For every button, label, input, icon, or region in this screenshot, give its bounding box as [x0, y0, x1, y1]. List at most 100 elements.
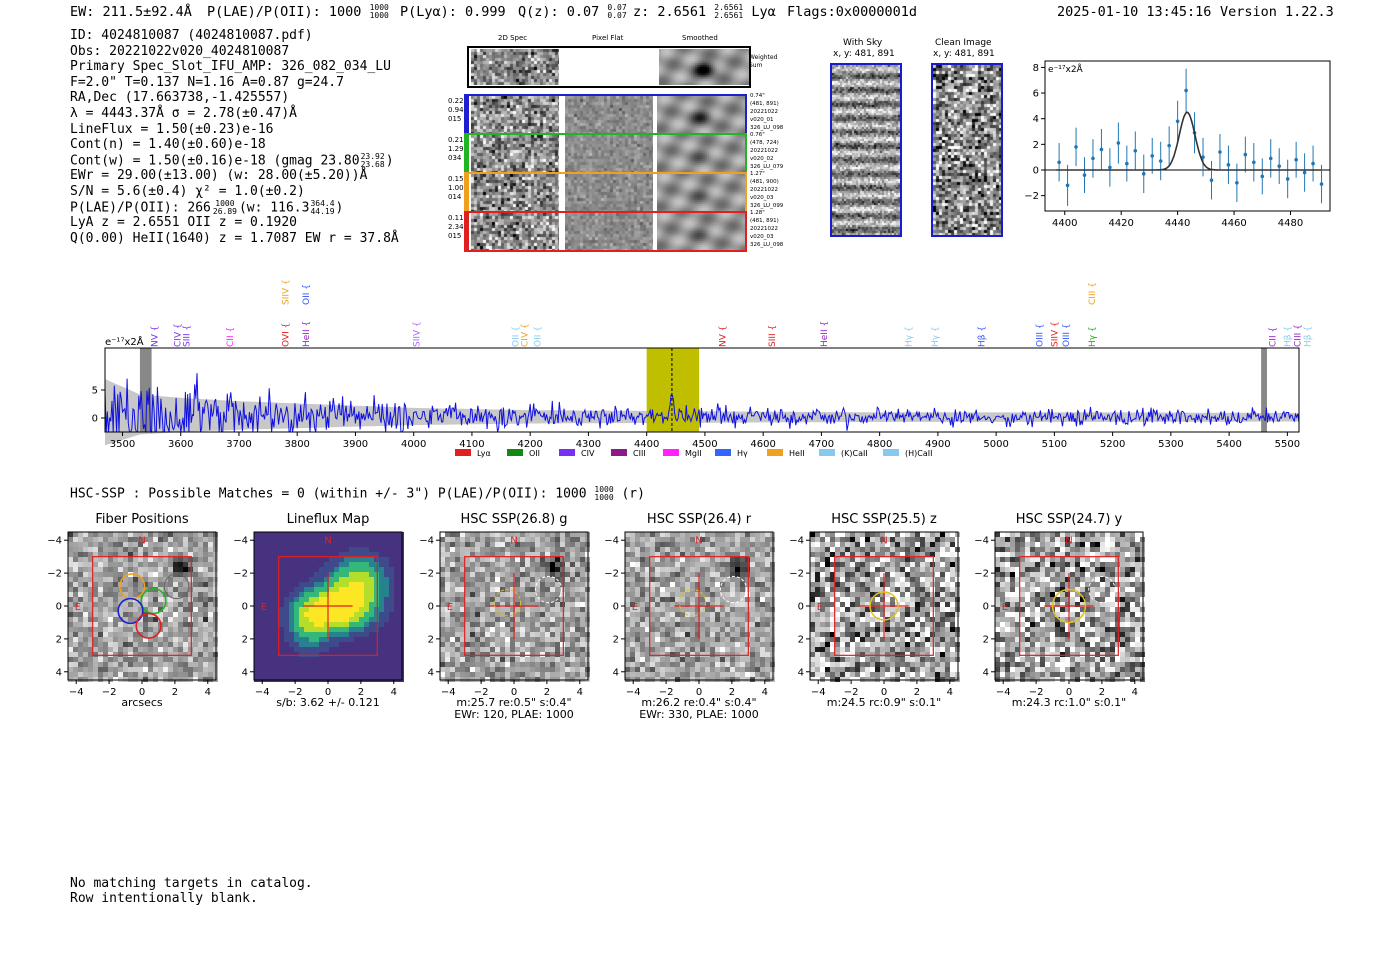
- line-marker-label: CII {: [226, 327, 236, 347]
- stamp-caption-1: m:24.5 rc:0.9" s:0.1": [826, 696, 942, 709]
- line-marker: SIIV {: [413, 321, 423, 347]
- zoom-ticks: 4400 4420 4440 4460 4480 8 6 4 2 0 −2: [1024, 63, 1303, 229]
- row-color-bar: [464, 133, 467, 174]
- zoom-frame: [1044, 60, 1331, 212]
- row-left-label: 015: [448, 232, 462, 240]
- info-plae-text: P(LAE)/P(OII): 266: [70, 200, 211, 216]
- spectrum-xtick-label: 5200: [1100, 439, 1125, 450]
- stamp-ytick-label: −4: [974, 536, 989, 547]
- line-marker: HeII {: [820, 321, 830, 347]
- row-right-label: 326_LU_099: [750, 203, 784, 209]
- row-2dspec: [471, 96, 559, 133]
- info-heii: Q(0.00) HeII(1640) z = 1.7087 EW r = 37.…: [70, 230, 399, 246]
- row-smoothed: [657, 213, 745, 250]
- stamp-image: N E −4 −4 −2 −2 0 0 2 2 4 4: [604, 531, 775, 698]
- row-right-label: 0.76": [750, 132, 765, 138]
- spectrum-xtick-label: 3600: [168, 439, 193, 450]
- stamp-xtick-label: 0: [1066, 687, 1072, 698]
- info-lineflux: LineFlux = 1.50(±0.23)e-16: [70, 121, 274, 137]
- stamp-ytick-label: 4: [613, 667, 619, 678]
- row-smoothed: [657, 96, 745, 133]
- line-marker: CII {: [226, 327, 236, 347]
- legend-swatch: [455, 449, 471, 456]
- stamp-xtick-label: 4: [762, 687, 768, 698]
- zoom-data-point: [1226, 163, 1231, 167]
- line-marker: Hβ {: [1304, 326, 1314, 347]
- search-box: [834, 556, 934, 656]
- line-marker-label: OVI {: [282, 323, 292, 347]
- line-marker: CIV {: [520, 323, 530, 347]
- stamp-ytick-label: −4: [604, 536, 619, 547]
- zoom-ytick-label: 2: [1033, 140, 1039, 151]
- legend-swatch: [819, 449, 835, 456]
- line-marker-label: NV {: [150, 326, 160, 347]
- zoom-xtick-label: 4480: [1278, 218, 1303, 229]
- zoom-data-point: [1319, 182, 1324, 186]
- legend-swatch: [611, 449, 627, 456]
- header-plya: P(Lyα): 0.999: [400, 4, 506, 20]
- search-box: [1019, 556, 1119, 656]
- zoom-data-point: [1218, 150, 1222, 154]
- stamp-caption-1: arcsecs: [121, 696, 163, 709]
- row-left-label: 034: [448, 154, 462, 162]
- clean-canvas: [933, 65, 1001, 235]
- line-marker-label: SIII {: [768, 325, 778, 347]
- zoom-data-point: [1091, 156, 1095, 161]
- search-box: [464, 556, 564, 656]
- north-label: N: [138, 536, 145, 547]
- line-marker-label: CIV {: [174, 323, 184, 347]
- stamp-ytick-label: 2: [983, 634, 989, 645]
- info-contn: Cont(n) = 1.40(±0.60)e-18: [70, 137, 266, 153]
- stamp-ytick-label: 0: [798, 602, 804, 613]
- stamp-ytick-label: 0: [428, 602, 434, 613]
- stamp-image: N E −4 −4 −2 −2 0 0 2 2 4 4: [789, 531, 960, 698]
- stamp-xtick-label: −4: [69, 687, 84, 698]
- spectrum-xtick-label: 4800: [867, 439, 892, 450]
- row-pixelflat: [565, 174, 653, 211]
- legend-label: OII: [529, 449, 540, 458]
- detection-info: ID: 4024810087 (4024810087.pdf) Obs: 202…: [70, 28, 399, 246]
- info-lambda: λ = 4443.37Å σ = 2.78(±0.47)Å: [70, 105, 297, 121]
- info-contw: Cont(w) = 1.50(±0.16)e-18 (gmag 23.80 23.…: [70, 152, 399, 169]
- row-left-label: 015: [448, 115, 462, 123]
- line-marker-label: OII {: [534, 326, 544, 347]
- col-header-2dspec: 2D Spec: [498, 34, 528, 42]
- cutout-row: [467, 172, 747, 213]
- line-marker: OIII {: [1062, 323, 1072, 347]
- stamp-xtick-label: 0: [881, 687, 887, 698]
- stamp-xtick-label: 4: [205, 687, 211, 698]
- search-box: [92, 556, 192, 656]
- line-marker-label: Hβ {: [1283, 326, 1293, 347]
- line-marker-label: CIV {: [520, 323, 530, 347]
- fiber-circle: [140, 587, 167, 615]
- stamp-xtick-label: 0: [511, 687, 517, 698]
- info-plae-mid: (w: 116.3: [238, 200, 310, 216]
- spectrum-line: [104, 373, 1300, 434]
- info-id: ID: 4024810087 (4024810087.pdf): [70, 28, 313, 43]
- north-label: N: [1065, 536, 1072, 547]
- line-marker: Hγ {: [931, 326, 941, 347]
- legend-swatch: [715, 449, 731, 456]
- spectrum-xtick-label: 4200: [517, 439, 542, 450]
- stamp-pixels: [440, 532, 590, 682]
- stamp-caption-1: m:25.7 re:0.5" s:0.4": [456, 696, 572, 709]
- row-pixelflat: [565, 96, 653, 133]
- legend-label: MgII: [685, 449, 702, 458]
- zoom-data-point: [1133, 148, 1138, 153]
- weighted-sum-label-1: Weighted: [749, 54, 778, 61]
- stamp-pixels: [625, 532, 775, 682]
- header-plae-hi: 1000: [369, 3, 389, 12]
- info-radec: RA,Dec (17.663738,-1.425557): [70, 90, 290, 106]
- stamp-ytick-label: −2: [419, 569, 434, 580]
- zoom-data-point: [1125, 161, 1129, 166]
- line-marker: SIII {: [183, 325, 193, 347]
- with-sky-title: With Sky: [843, 38, 883, 48]
- search-box: [649, 556, 749, 656]
- cutout-panel: 2D Spec Pixel Flat Smoothed Weighted Sum…: [440, 32, 800, 257]
- stamp-ytick-label: 0: [983, 602, 989, 613]
- row-smoothed: [657, 174, 745, 211]
- stamp-ytick-label: 2: [56, 634, 62, 645]
- cutout-row: [467, 133, 747, 174]
- row-right-label: v020_03: [750, 195, 774, 201]
- stamp-xtick-label: 2: [914, 687, 920, 698]
